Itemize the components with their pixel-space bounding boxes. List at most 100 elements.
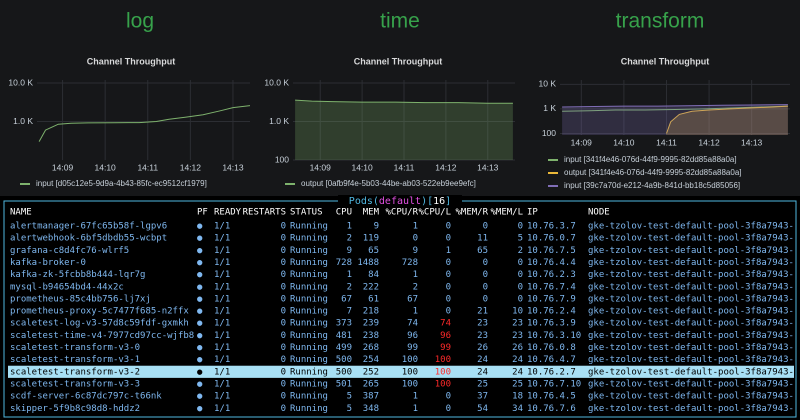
table-cell: Running xyxy=(290,258,328,268)
table-cell: Running xyxy=(290,331,328,341)
x-tick-label: 14:12 xyxy=(698,137,720,147)
table-cell: 1/1 xyxy=(214,270,230,280)
y-tick-label: 10 K xyxy=(539,79,557,89)
table-cell: 387 xyxy=(363,392,379,402)
table-cell: 10.76.2.4 xyxy=(527,307,576,317)
table-cell: Running xyxy=(290,367,328,377)
table-cell: 9 xyxy=(347,246,352,256)
legend-label: input [d05c12e5-9d9a-4b43-85fc-ec9512cf1… xyxy=(36,179,207,188)
title-namespace: default xyxy=(379,196,421,207)
table-cell: 100 xyxy=(435,367,451,377)
table-cell: grafana-c8d4fc76-wlrf5 xyxy=(10,246,129,256)
table-cell: 23 xyxy=(512,319,523,329)
table-cell: Running xyxy=(290,270,328,280)
table-cell: 0 xyxy=(281,307,286,317)
table-cell: ● xyxy=(197,379,203,389)
table-cell: 0 xyxy=(483,222,488,232)
table-cell: ● xyxy=(197,294,203,304)
table-cell: Running xyxy=(290,282,328,292)
table-cell: 0 xyxy=(413,234,418,244)
chart-title: Channel Throughput xyxy=(354,56,442,66)
x-tick-label: 14:13 xyxy=(222,162,244,172)
table-cell: 10.76.4.4 xyxy=(527,258,576,268)
table-cell: 373 xyxy=(336,319,352,329)
table-cell: 252 xyxy=(363,367,379,377)
terminal-background xyxy=(0,196,800,420)
panel-heading: time xyxy=(380,10,420,33)
table-cell: scaletest-log-v3-57d8c59fdf-gxmkh xyxy=(10,319,189,329)
y-tick-label: 10.0 K xyxy=(8,77,33,87)
table-cell: 10.76.3.10 xyxy=(527,331,581,341)
table-cell: 99 xyxy=(440,343,451,353)
table-cell: 0 xyxy=(281,367,286,377)
table-cell: 0 xyxy=(446,392,451,402)
table-cell: 9 xyxy=(374,222,379,232)
table-cell: 10.76.3.9 xyxy=(527,319,576,329)
table-cell: 1/1 xyxy=(214,307,230,317)
table-cell: 0 xyxy=(446,404,451,414)
table-cell: 0 xyxy=(446,234,451,244)
table-cell: 265 xyxy=(363,379,379,389)
table-cell: ● xyxy=(197,331,203,341)
table-cell: 501 xyxy=(336,379,352,389)
table-cell: 9 xyxy=(413,246,418,256)
table-cell: 10.76.4.7 xyxy=(527,355,576,365)
series-line xyxy=(562,104,788,108)
table-cell: ● xyxy=(197,343,203,353)
table-cell: gke-tzolov-test-default-pool-3f8a7943- xyxy=(588,319,794,329)
table-cell: 18 xyxy=(512,392,523,402)
table-cell: gke-tzolov-test-default-pool-3f8a7943- xyxy=(588,367,794,377)
x-tick-label: 14:11 xyxy=(137,162,158,172)
area xyxy=(666,106,788,135)
table-cell: 26 xyxy=(512,343,523,353)
x-tick-label: 14:13 xyxy=(477,162,499,172)
table-cell: 268 xyxy=(363,343,379,353)
table-cell: 0 xyxy=(281,343,286,353)
series-line xyxy=(666,105,788,134)
table-cell: 10.76.0.7 xyxy=(527,234,576,244)
table-cell: scaletest-transform-v3-1 xyxy=(10,355,140,365)
table-cell: 65 xyxy=(368,246,379,256)
table-cell: 54 xyxy=(477,404,488,414)
table-cell: Running xyxy=(290,404,328,414)
table-cell: ● xyxy=(197,404,203,414)
table-cell: gke-tzolov-test-default-pool-3f8a7943- xyxy=(588,331,794,341)
table-cell: 2 xyxy=(347,234,352,244)
table-cell: kafka-broker-0 xyxy=(10,258,86,268)
column-header: NODE xyxy=(588,208,610,218)
table-cell: 10.76.7.10 xyxy=(527,379,581,389)
table-cell: 348 xyxy=(363,404,379,414)
table-cell: 34 xyxy=(512,404,523,414)
table-cell: 26 xyxy=(477,343,488,353)
table-cell: 0 xyxy=(281,294,286,304)
table-cell: gke-tzolov-test-default-pool-3f8a7943- xyxy=(588,355,794,365)
table-cell: 0 xyxy=(281,319,286,329)
table-cell: ● xyxy=(197,367,203,377)
table-cell: 0 xyxy=(518,258,523,268)
table-cell: ● xyxy=(197,258,203,268)
table-cell: 1 xyxy=(446,246,451,256)
table-cell: 499 xyxy=(336,343,352,353)
table-cell: 0 xyxy=(483,294,488,304)
table-cell: 5 xyxy=(347,392,352,402)
table-cell: 10.76.2.3 xyxy=(527,270,576,280)
table-cell: ● xyxy=(197,234,203,244)
table-cell: 500 xyxy=(336,355,352,365)
x-tick-label: 14:12 xyxy=(180,162,202,172)
series-line xyxy=(38,105,251,142)
table-cell: 0 xyxy=(281,355,286,365)
chart-title: Channel Throughput xyxy=(87,56,175,66)
table-cell: Running xyxy=(290,392,328,402)
table-cell: 7 xyxy=(347,307,352,317)
table-cell: 2 xyxy=(518,246,523,256)
table-cell: Running xyxy=(290,307,328,317)
table-cell: 74 xyxy=(440,319,451,329)
y-tick-label: 1.0 K xyxy=(269,116,289,126)
table-cell: 0 xyxy=(281,379,286,389)
table-cell: ● xyxy=(197,222,203,232)
x-tick-label: 14:10 xyxy=(351,162,373,172)
column-header: %CPU/R xyxy=(385,208,418,218)
table-cell: gke-tzolov-test-default-pool-3f8a7943- xyxy=(588,404,794,414)
x-tick-label: 14:12 xyxy=(435,162,457,172)
title-bracket: ] xyxy=(445,196,451,207)
